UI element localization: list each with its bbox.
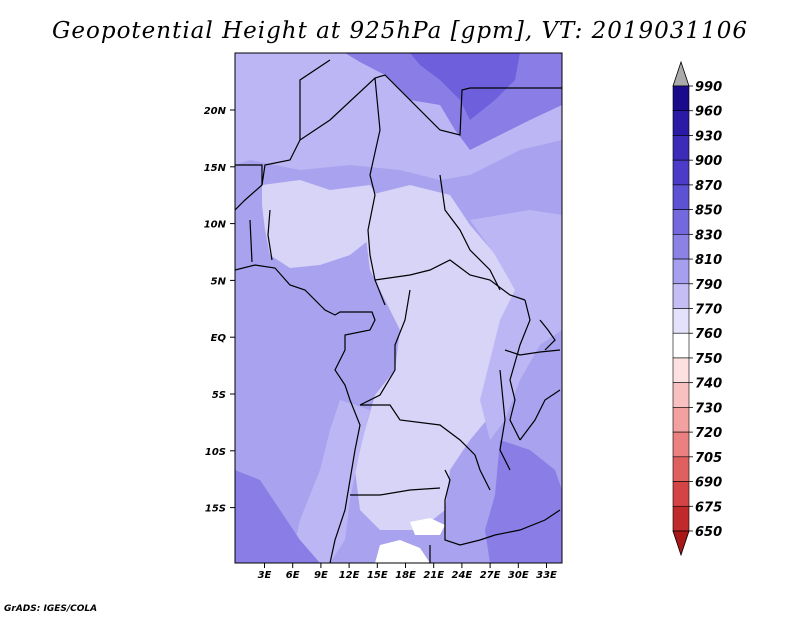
- colorbar-swatch: [672, 332, 690, 359]
- field-sw-dark: [235, 470, 320, 563]
- colorbar-level-label: 830: [695, 228, 722, 243]
- lon-tick-label: 3E: [258, 570, 272, 581]
- colorbar-top-arrow: [672, 60, 690, 87]
- lon-tick-label: 30E: [508, 570, 529, 581]
- lon-tick-label: 18E: [395, 570, 416, 581]
- lat-tick-label: 15N: [204, 163, 227, 174]
- colorbar-level-label: 850: [695, 204, 722, 219]
- colorbar-swatch: [672, 505, 690, 532]
- field-north-darkest: [410, 53, 520, 120]
- colorbar-swatch: [672, 431, 690, 458]
- colorbar-swatch: [672, 159, 690, 186]
- colorbar-level-label: 650: [695, 525, 722, 540]
- colorbar: 990 960 930 900 870 850 830 810 790 770 760 750 740 7…: [672, 60, 722, 557]
- colorbar-level-label: 990: [695, 80, 722, 95]
- credit-label: GrADS: IGES/COLA: [4, 604, 98, 614]
- colorbar-level-label: 705: [695, 451, 722, 466]
- lat-tick-label: 10S: [205, 447, 226, 458]
- colorbar-level-label: 870: [695, 179, 722, 194]
- lat-tick-label: EQ: [211, 333, 227, 344]
- chart-title: Geopotential Height at 925hPa [gpm], VT:…: [52, 18, 748, 44]
- lat-tick-label: 5S: [212, 390, 226, 401]
- colorbar-bottom-arrow: [672, 530, 690, 557]
- field-south-white: [375, 540, 430, 563]
- lat-tick-label: 10N: [204, 220, 227, 231]
- colorbar-level-label: 790: [695, 278, 722, 293]
- colorbar-swatch: [672, 258, 690, 285]
- field-central-light: [355, 185, 520, 530]
- colorbar-swatch: [672, 234, 690, 260]
- lon-tick-label: 33E: [536, 570, 557, 581]
- lat-tick-label: 15S: [205, 504, 226, 515]
- colorbar-swatch: [672, 456, 690, 482]
- colorbar-level-label: 960: [695, 105, 722, 120]
- colorbar-level-label: 675: [695, 500, 722, 515]
- field-east-mid: [470, 210, 562, 440]
- colorbar-swatch: [672, 308, 690, 334]
- colorbar-level-label: 810: [695, 253, 722, 268]
- height-field: [235, 53, 562, 563]
- colorbar-swatch: [672, 184, 690, 210]
- field-se-dark: [485, 440, 562, 563]
- map-frame: [234, 52, 563, 564]
- lon-tick-label: 24E: [452, 570, 473, 581]
- colorbar-level-label: 770: [695, 303, 722, 318]
- colorbar-level-label: 690: [695, 476, 722, 491]
- latitude-axis: 20N 15N 10N 5N EQ 5S 10S 15S: [204, 106, 235, 515]
- longitude-axis: 3E 6E 9E 12E 15E 18E 21E 24E 27E 30E 33E: [258, 563, 557, 581]
- lat-tick-label: 5N: [211, 276, 227, 287]
- country-borders: [235, 59, 562, 563]
- colorbar-swatch: [672, 209, 690, 235]
- lat-tick-label: 20N: [204, 106, 227, 117]
- field-west-light: [262, 180, 380, 268]
- field-south-mid: [290, 400, 370, 563]
- colorbar-swatch: [672, 110, 690, 136]
- lon-tick-label: 21E: [423, 570, 444, 581]
- lon-tick-label: 9E: [314, 570, 328, 581]
- colorbar-swatch: [672, 382, 690, 408]
- colorbar-swatch: [672, 85, 690, 112]
- colorbar-swatch: [672, 481, 690, 507]
- lon-tick-label: 27E: [480, 570, 501, 581]
- colorbar-level-label: 730: [695, 401, 722, 416]
- colorbar-level-label: 740: [695, 377, 722, 392]
- colorbar-level-label: 750: [695, 352, 722, 367]
- colorbar-level-label: 930: [695, 129, 722, 144]
- lon-tick-label: 15E: [367, 570, 388, 581]
- lon-tick-label: 12E: [339, 570, 360, 581]
- colorbar-level-label: 720: [695, 426, 722, 441]
- colorbar-swatch: [672, 357, 690, 383]
- colorbar-swatch: [672, 407, 690, 433]
- colorbar-swatch: [672, 135, 690, 161]
- colorbar-level-label: 760: [695, 327, 722, 342]
- colorbar-swatch: [672, 283, 690, 309]
- colorbar-level-label: 900: [695, 154, 722, 169]
- field-south-white2: [410, 518, 445, 535]
- lon-tick-label: 6E: [286, 570, 300, 581]
